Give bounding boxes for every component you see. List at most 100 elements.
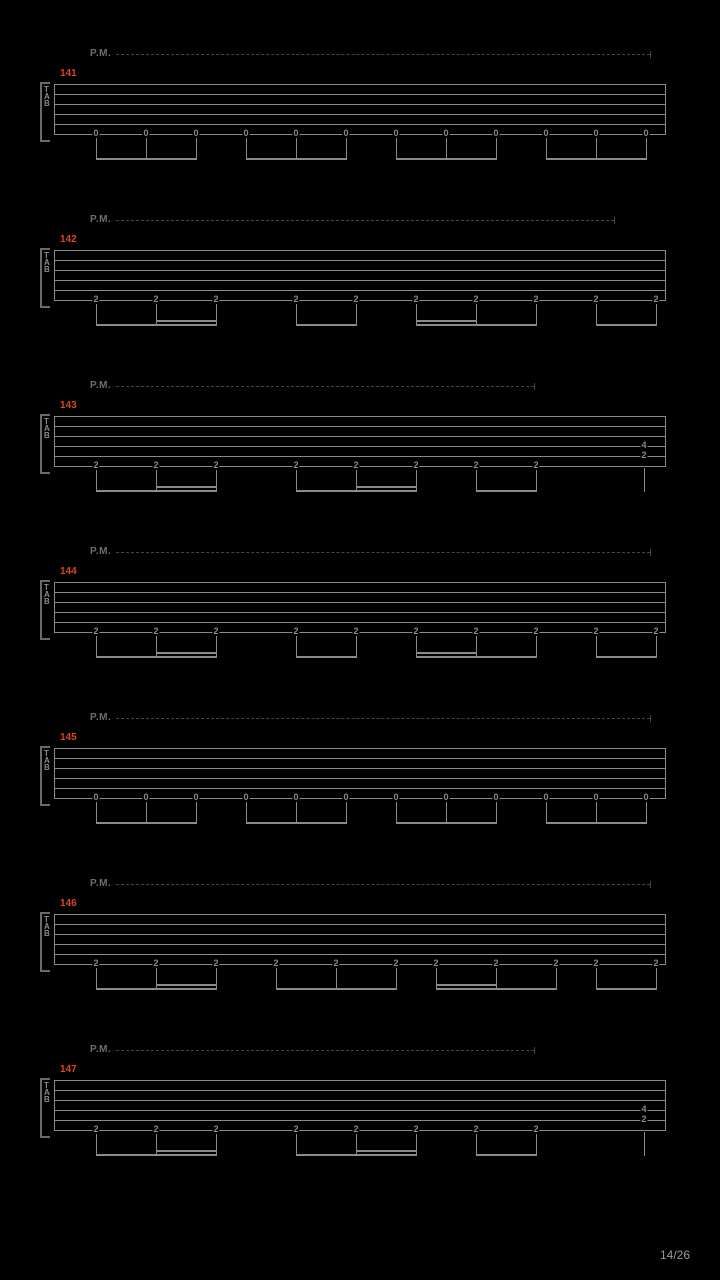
note-stem <box>596 138 597 160</box>
fret-number: 0 <box>442 128 449 138</box>
note-stem <box>96 304 97 326</box>
note-stem <box>476 304 477 326</box>
fret-number: 2 <box>332 958 339 968</box>
beam <box>476 1154 537 1156</box>
beam <box>246 158 347 160</box>
fret-number: 0 <box>242 792 249 802</box>
note-stem <box>596 636 597 658</box>
measure-row: P.M.141TAB000000000000 <box>54 48 666 168</box>
beam-secondary <box>156 984 217 986</box>
fret-number: 2 <box>472 626 479 636</box>
fret-number: 2 <box>152 1124 159 1134</box>
tab-staff <box>54 914 666 964</box>
note-stem <box>446 802 447 824</box>
note-stem <box>476 470 477 492</box>
fret-number: 0 <box>242 128 249 138</box>
fret-number: 2 <box>640 1114 647 1124</box>
beam <box>596 324 657 326</box>
fret-number: 0 <box>92 128 99 138</box>
fret-number: 2 <box>592 294 599 304</box>
beam <box>416 656 537 658</box>
fret-number: 2 <box>412 626 419 636</box>
fret-number: 0 <box>542 792 549 802</box>
palm-mute-span <box>116 386 534 388</box>
note-stem <box>476 1134 477 1156</box>
beam <box>596 988 657 990</box>
beam-secondary <box>156 652 217 654</box>
beam-secondary <box>356 1150 417 1152</box>
fret-number: 2 <box>392 958 399 968</box>
beam-secondary <box>156 320 217 322</box>
note-stem <box>246 138 247 160</box>
measure-number: 141 <box>60 68 77 79</box>
fret-number: 2 <box>652 958 659 968</box>
note-stem <box>156 1134 157 1156</box>
note-stem <box>356 470 357 492</box>
beam-secondary <box>356 486 417 488</box>
palm-mute-cap <box>614 217 615 224</box>
fret-number: 0 <box>492 128 499 138</box>
beam <box>296 1154 417 1156</box>
fret-number: 2 <box>592 958 599 968</box>
note-stem <box>656 636 657 658</box>
fret-number: 0 <box>192 792 199 802</box>
beam <box>296 324 357 326</box>
tab-clef: TAB <box>44 418 49 439</box>
beam <box>246 822 347 824</box>
fret-number: 2 <box>92 958 99 968</box>
note-stem <box>596 968 597 990</box>
beam-secondary <box>416 320 477 322</box>
palm-mute-cap <box>650 881 651 888</box>
palm-mute-label: P.M. <box>90 48 111 59</box>
note-stem <box>416 1134 417 1156</box>
note-stem <box>416 470 417 492</box>
fret-number: 0 <box>442 792 449 802</box>
fret-number: 0 <box>642 128 649 138</box>
note-stem <box>546 138 547 160</box>
note-stem <box>416 304 417 326</box>
note-stem <box>656 304 657 326</box>
fret-number: 0 <box>92 792 99 802</box>
measure-number: 147 <box>60 1064 77 1075</box>
fret-number: 2 <box>352 294 359 304</box>
beam <box>396 822 497 824</box>
fret-number: 2 <box>412 460 419 470</box>
note-stem <box>196 138 197 160</box>
measure-row: P.M.145TAB000000000000 <box>54 712 666 832</box>
note-stem <box>146 802 147 824</box>
fret-number: 0 <box>592 792 599 802</box>
note-stem <box>496 802 497 824</box>
fret-number: 2 <box>212 294 219 304</box>
note-stem <box>416 636 417 658</box>
fret-number: 0 <box>292 792 299 802</box>
fret-number: 0 <box>142 792 149 802</box>
tab-page: P.M.141TAB000000000000P.M.142TAB22222222… <box>0 0 720 1280</box>
fret-number: 2 <box>292 1124 299 1134</box>
fret-number: 0 <box>342 792 349 802</box>
measure-number: 142 <box>60 234 77 245</box>
note-stem <box>536 304 537 326</box>
tab-staff <box>54 748 666 798</box>
palm-mute-span <box>116 1050 534 1052</box>
note-stem <box>656 968 657 990</box>
tab-clef: TAB <box>44 916 49 937</box>
note-stem <box>396 802 397 824</box>
note-stem <box>216 304 217 326</box>
beam <box>96 158 197 160</box>
measure-number: 143 <box>60 400 77 411</box>
note-stem <box>446 138 447 160</box>
note-stem <box>296 304 297 326</box>
tab-staff <box>54 582 666 632</box>
note-stem <box>346 802 347 824</box>
palm-mute-cap <box>534 1047 535 1054</box>
beam <box>96 822 197 824</box>
note-stem <box>96 968 97 990</box>
note-stem <box>216 1134 217 1156</box>
fret-number: 0 <box>642 792 649 802</box>
note-stem <box>336 968 337 990</box>
fret-number: 2 <box>592 626 599 636</box>
measure-number: 144 <box>60 566 77 577</box>
fret-number: 2 <box>472 460 479 470</box>
note-stem <box>436 968 437 990</box>
note-stem <box>276 968 277 990</box>
